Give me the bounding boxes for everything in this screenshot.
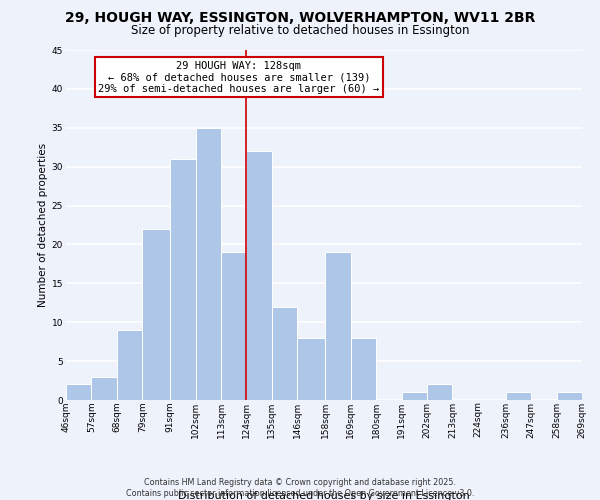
Bar [247, 151, 272, 400]
Bar [298, 338, 325, 400]
Bar [557, 392, 582, 400]
Text: 29 HOUGH WAY: 128sqm
← 68% of detached houses are smaller (139)
29% of semi-deta: 29 HOUGH WAY: 128sqm ← 68% of detached h… [98, 60, 379, 94]
Bar [401, 392, 427, 400]
Bar [325, 252, 350, 400]
Text: Contains HM Land Registry data © Crown copyright and database right 2025.
Contai: Contains HM Land Registry data © Crown c… [126, 478, 474, 498]
Bar [91, 376, 117, 400]
Bar [427, 384, 452, 400]
X-axis label: Distribution of detached houses by size in Essington: Distribution of detached houses by size … [178, 490, 470, 500]
Bar [350, 338, 376, 400]
Bar [221, 252, 247, 400]
Bar [142, 229, 170, 400]
Text: Size of property relative to detached houses in Essington: Size of property relative to detached ho… [131, 24, 469, 37]
Bar [170, 159, 196, 400]
Text: 29, HOUGH WAY, ESSINGTON, WOLVERHAMPTON, WV11 2BR: 29, HOUGH WAY, ESSINGTON, WOLVERHAMPTON,… [65, 11, 535, 25]
Bar [272, 306, 298, 400]
Bar [196, 128, 221, 400]
Bar [66, 384, 91, 400]
Y-axis label: Number of detached properties: Number of detached properties [38, 143, 47, 307]
Bar [117, 330, 142, 400]
Bar [506, 392, 531, 400]
